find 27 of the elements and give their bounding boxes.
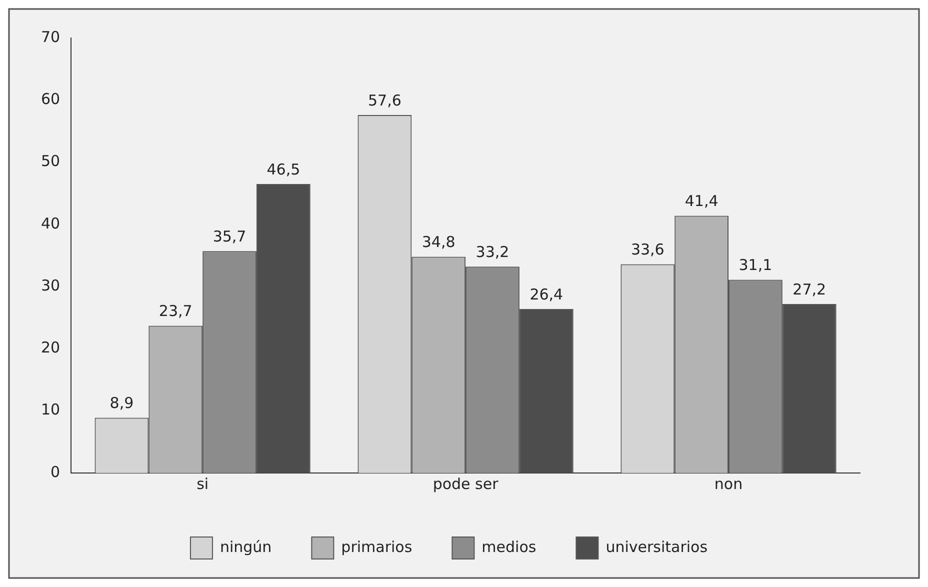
legend-label: primarios: [341, 538, 412, 556]
data-label: 41,4: [684, 192, 718, 210]
data-label: 31,1: [738, 256, 772, 274]
data-label: 33,2: [476, 243, 510, 262]
data-label: 26,4: [530, 285, 564, 304]
legend-label: medios: [482, 538, 536, 556]
x-tick-label: non: [714, 474, 743, 493]
y-tick-label: 0: [50, 462, 60, 481]
x-tick-label: si: [196, 474, 209, 493]
data-label: 27,2: [792, 280, 826, 298]
x-tick-label: pode ser: [432, 474, 500, 493]
y-tick-label: 40: [40, 214, 60, 232]
y-tick-label: 30: [40, 276, 60, 294]
data-label: 33,6: [630, 240, 664, 259]
data-label: 8,9: [110, 394, 134, 412]
data-label: 34,8: [422, 233, 456, 252]
y-tick-label: 20: [40, 338, 60, 357]
data-label: 35,7: [212, 228, 246, 246]
y-tick-label: 10: [40, 400, 60, 419]
legend-label: universitarios: [606, 538, 708, 556]
legend-label: ningún: [220, 538, 272, 556]
data-label: 46,5: [266, 160, 300, 178]
y-tick-label: 60: [40, 90, 60, 108]
y-tick-label: 70: [40, 28, 60, 46]
y-tick-label: 50: [40, 152, 60, 170]
data-label: 57,6: [368, 91, 402, 110]
data-label: 23,7: [158, 302, 192, 320]
